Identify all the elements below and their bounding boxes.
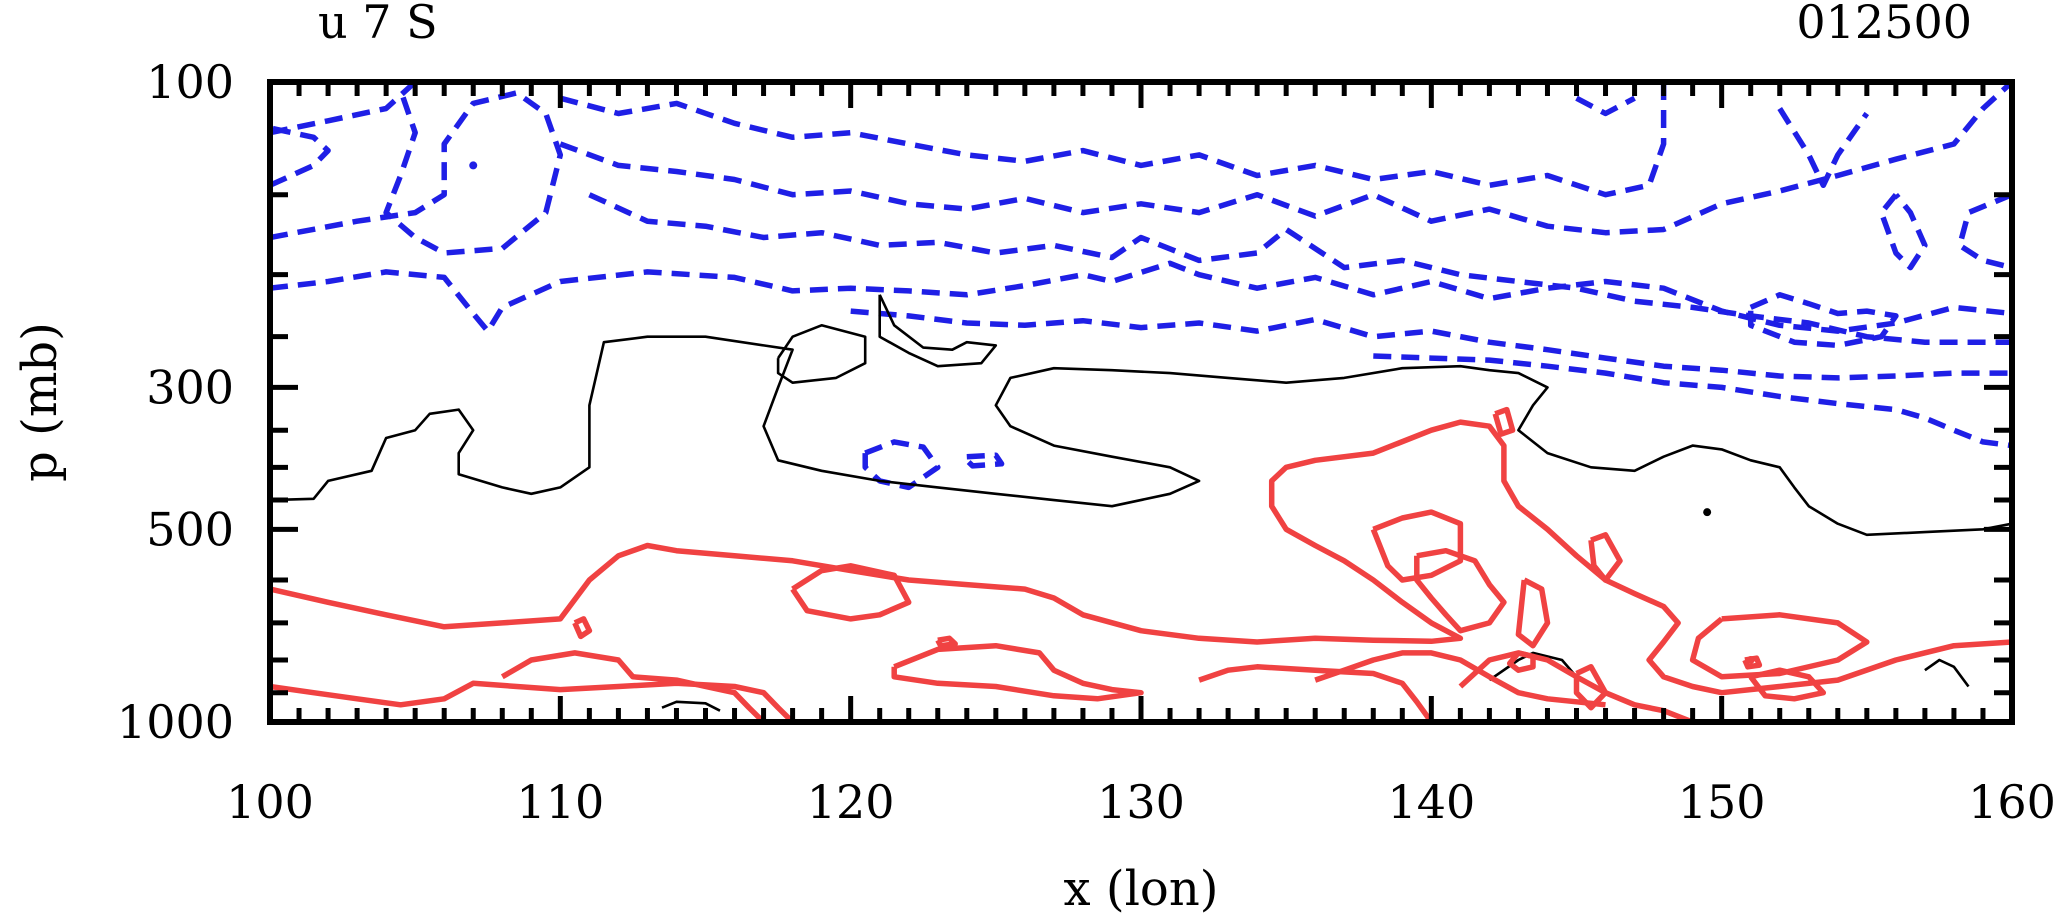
positive-contour-point (1746, 655, 1755, 664)
negative-contour-line (270, 260, 2012, 334)
negative-contour-line (559, 82, 2012, 236)
positive-contour-line (1515, 577, 1551, 649)
negative-contour-line (588, 192, 2012, 345)
y-tick-labels: 100 300 500 1000 (117, 55, 234, 749)
positive-contour-line (1314, 650, 1606, 708)
positive-contour-line (1506, 650, 1536, 673)
x-tick-label: 120 (807, 775, 895, 829)
negative-contour-line (1777, 107, 1870, 189)
positive-contour-line (1689, 612, 1870, 680)
negative-contour-line (1747, 292, 1899, 349)
x-axis-title: x (lon) (1064, 861, 1219, 917)
zero-contour-line (1924, 658, 1970, 688)
x-tick-label: 160 (1968, 775, 2056, 829)
negative-contour-line (1373, 353, 2012, 449)
y-tick-label: 500 (146, 502, 234, 556)
negative-contour-line (559, 82, 1667, 198)
x-tick-label: 150 (1678, 775, 1766, 829)
positive-contour-line (270, 680, 795, 722)
zero-contour-line (270, 335, 2012, 537)
zero-contour-line (776, 324, 867, 384)
positive-contour-line (1573, 664, 1609, 711)
negative-contour-line (1575, 95, 1636, 117)
positive-contour-line (572, 616, 593, 640)
positive-contour-line (891, 642, 1144, 702)
negative-contour-line (270, 82, 418, 136)
negative-contour-line (1878, 192, 1928, 271)
chart-title: u 7 S (318, 0, 438, 49)
x-tick-label: 130 (1097, 775, 1185, 829)
zero-contour-line (661, 700, 721, 712)
axis-ticks (267, 79, 2015, 725)
x-tick-label: 100 (226, 775, 314, 829)
positive-contour-line (790, 563, 912, 622)
positive-contour-line (1198, 664, 1434, 722)
x-tick-label: 140 (1387, 775, 1475, 829)
x-tick-labels: 100 110 120 130 140 150 160 (226, 775, 2056, 829)
x-tick-label: 110 (516, 775, 604, 829)
positive-contour-line (1492, 406, 1516, 437)
y-tick-label: 300 (146, 360, 234, 414)
contour-lines (270, 82, 2012, 722)
positive-contour-line (935, 635, 958, 649)
negative-contour-point (469, 161, 478, 170)
y-tick-label: 100 (146, 55, 234, 109)
negative-contour-line (862, 439, 941, 491)
zero-contour-line (878, 294, 998, 368)
y-axis-title: p (mb) (12, 322, 68, 482)
positive-contour-line (1588, 532, 1623, 583)
zero-contour-point (1703, 508, 1712, 517)
plot-frame (267, 79, 2015, 725)
positive-contour-line (1370, 509, 1464, 583)
positive-contour-line (270, 419, 2012, 696)
positive-contour-line (1748, 667, 1827, 702)
negative-contour-line (964, 452, 1005, 469)
y-tick-label: 1000 (117, 695, 234, 749)
positive-contour-line (500, 650, 766, 722)
negative-contour-line (1956, 192, 2012, 271)
positive-contour-line (1414, 547, 1507, 634)
negative-contour-line (270, 125, 331, 188)
timestamp-label: 012500 (1796, 0, 1972, 49)
negative-contour-line (270, 89, 564, 256)
